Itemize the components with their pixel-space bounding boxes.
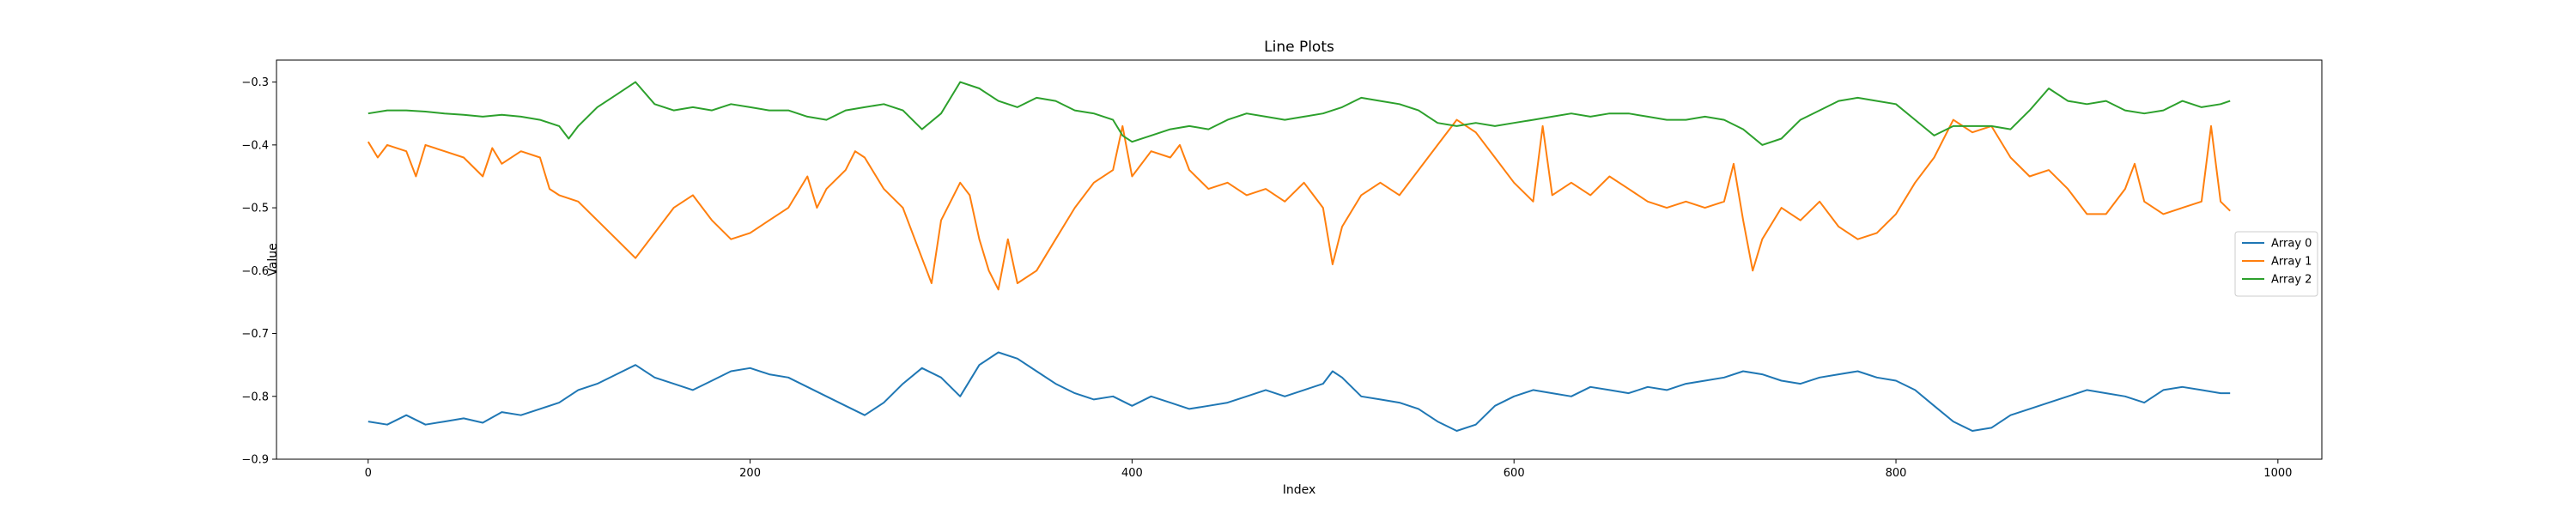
- y-tick-label: −0.6: [241, 265, 269, 278]
- y-tick-label: −0.7: [241, 328, 269, 341]
- series-layer: [367, 81, 2231, 432]
- x-tick-label: 600: [1504, 467, 1525, 480]
- plot-frame: [276, 59, 2323, 460]
- y-tick-label: −0.8: [241, 391, 269, 403]
- x-tick-label: 400: [1121, 467, 1143, 480]
- x-axis-label: Index: [1283, 483, 1316, 497]
- y-tick-label: −0.3: [241, 76, 269, 89]
- y-axis: −0.9 −0.8 −0.7 −0.6 −0.5 −0.4 −0.3: [241, 76, 276, 467]
- x-axis: 0 200 400 600 800 1000: [365, 459, 2292, 480]
- legend-label: Array 1: [2271, 256, 2312, 269]
- y-tick-label: −0.9: [241, 454, 269, 467]
- chart-title: Line Plots: [1264, 39, 1334, 56]
- x-tick-label: 800: [1886, 467, 1907, 480]
- legend-label: Array 0: [2271, 238, 2312, 251]
- legend-label: Array 2: [2271, 274, 2312, 287]
- x-tick-label: 200: [739, 467, 761, 480]
- series-line-array-2: [368, 81, 2231, 146]
- x-tick-label: 0: [365, 467, 372, 480]
- series-line-array-0: [368, 351, 2231, 432]
- series-line-array-1: [367, 118, 2231, 291]
- y-tick-label: −0.5: [241, 203, 269, 215]
- legend-box: [2234, 231, 2318, 297]
- y-axis-label: Value: [266, 243, 280, 276]
- x-tick-label: 1000: [2263, 467, 2292, 480]
- y-tick-label: −0.4: [241, 139, 269, 152]
- legend: Array 0 Array 1 Array 2: [2234, 231, 2318, 297]
